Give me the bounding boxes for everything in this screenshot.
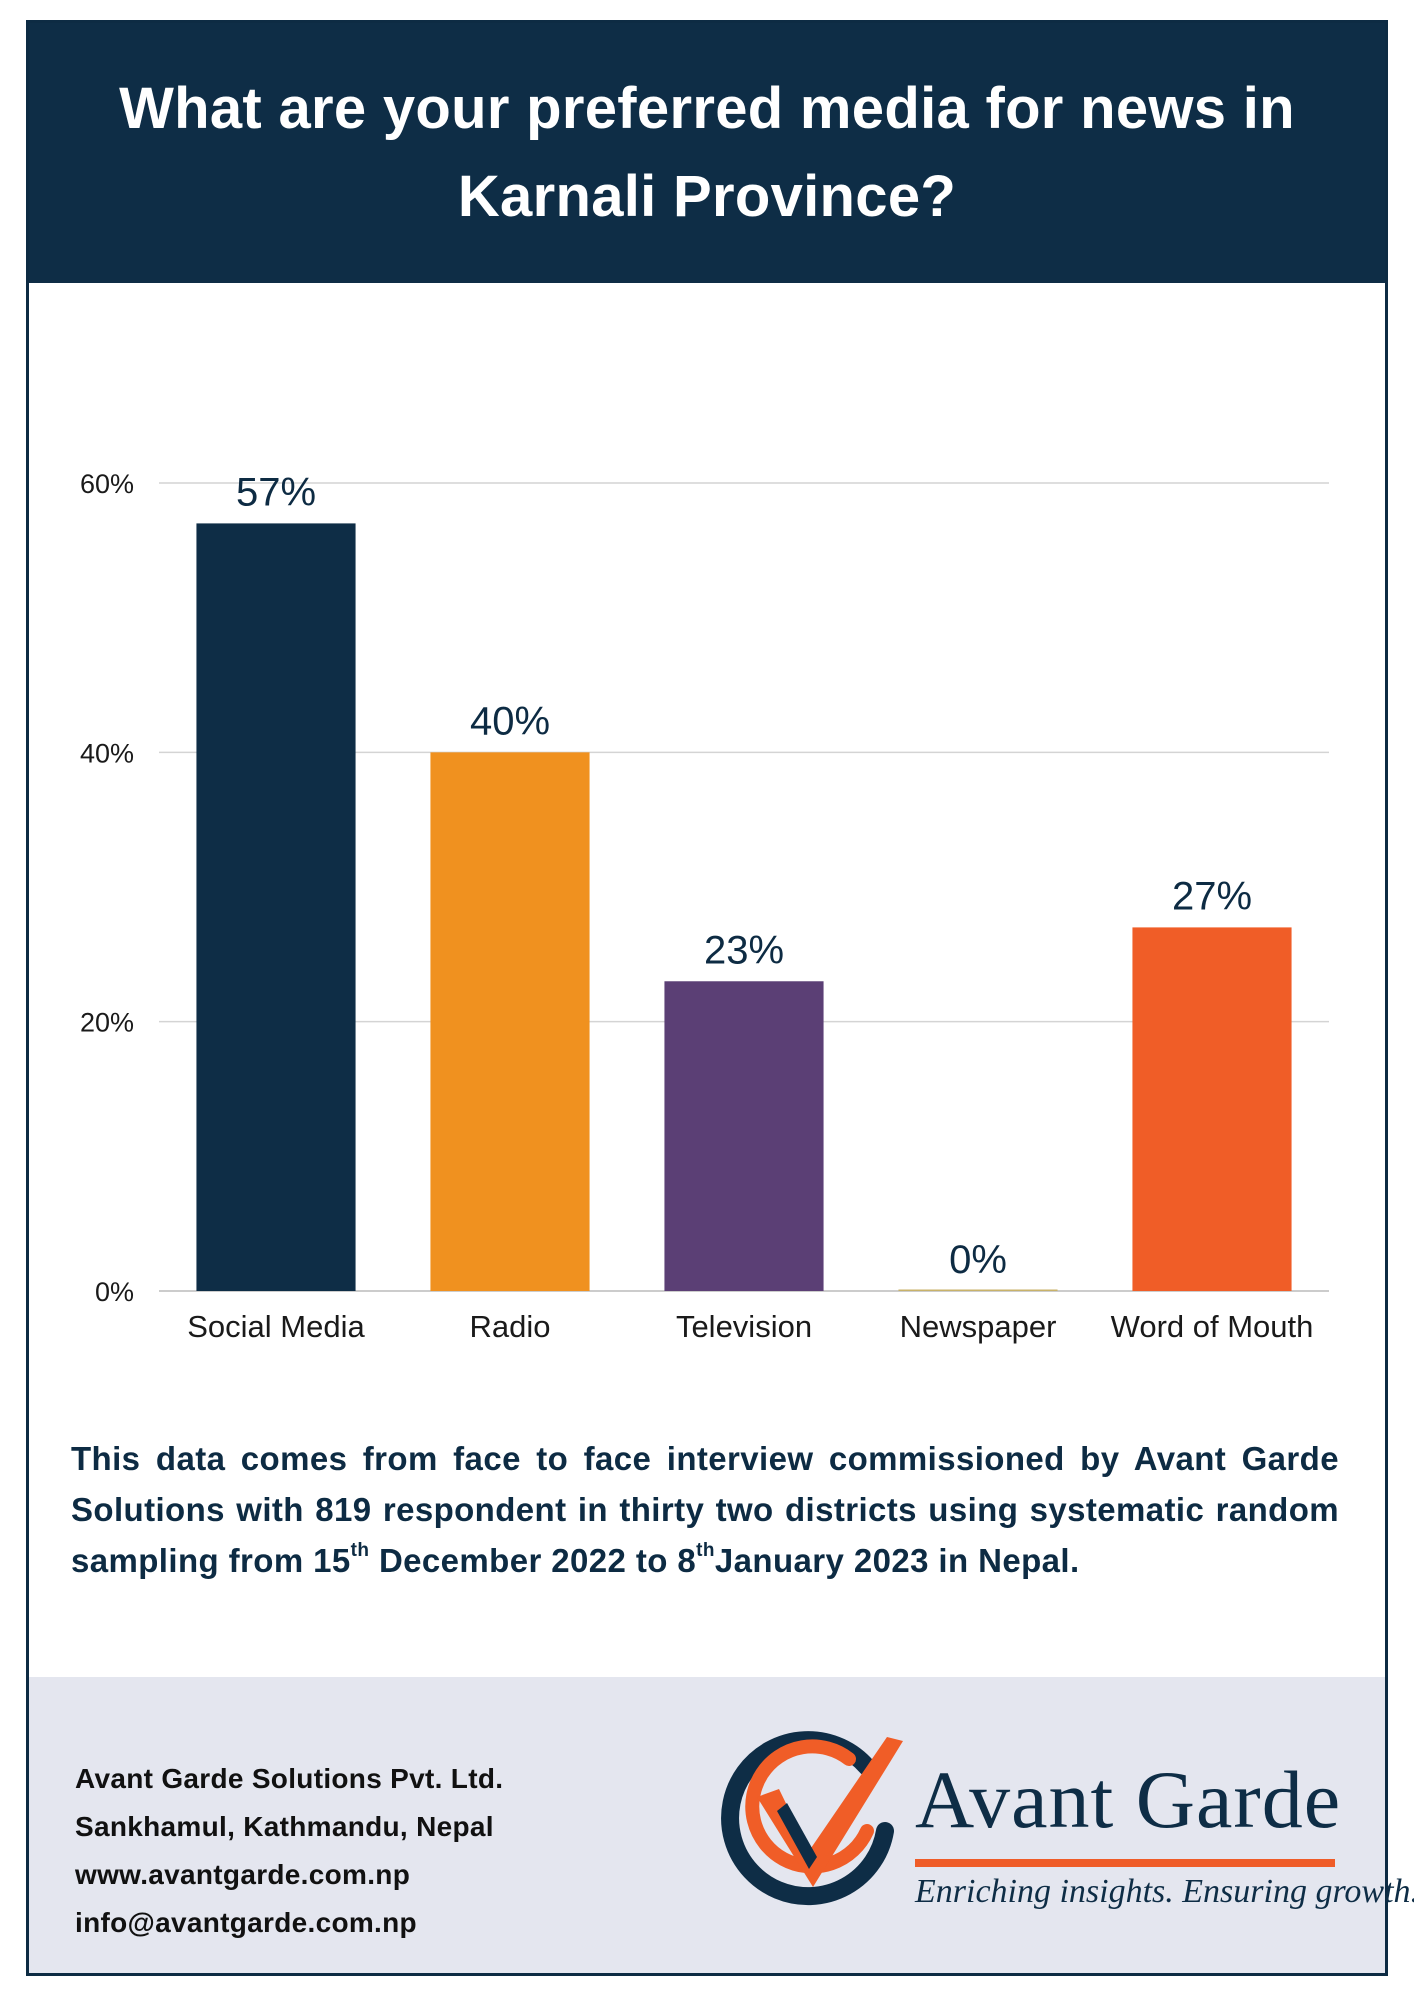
note-sup-2: th xyxy=(696,1540,715,1561)
footer: Avant Garde Solutions Pvt. Ltd. Sankhamu… xyxy=(29,1677,1414,1973)
brand-underline xyxy=(915,1859,1335,1867)
y-tick-label: 60% xyxy=(80,469,134,499)
company-name: Avant Garde Solutions Pvt. Ltd. xyxy=(75,1763,504,1794)
y-tick-label: 40% xyxy=(80,738,134,768)
bar xyxy=(196,523,356,1291)
bar xyxy=(430,752,590,1291)
company-address: Sankhamul, Kathmandu, Nepal xyxy=(75,1811,494,1842)
data-label: 27% xyxy=(1172,874,1252,918)
email-link[interactable]: info@avantgarde.com.np xyxy=(75,1907,417,1938)
x-tick-label: Word of Mouth xyxy=(1111,1309,1314,1344)
x-tick-label: Newspaper xyxy=(900,1309,1057,1344)
avant-garde-logo: Avant Garde Enriching insights. Ensuring… xyxy=(717,1697,1414,1947)
bar-chart: 0% 20% 40% 60% 57% Social Media 40% Radio 23% Tel… xyxy=(29,283,1385,1383)
note-text-1: This data comes from face to face interv… xyxy=(71,1440,1339,1579)
data-label: 0% xyxy=(949,1238,1007,1282)
note-sup-1: th xyxy=(350,1540,370,1561)
x-tick-label: Television xyxy=(676,1309,812,1344)
contact-block: Avant Garde Solutions Pvt. Ltd. Sankhamu… xyxy=(75,1755,503,1947)
bar xyxy=(664,981,824,1291)
y-tick-label: 20% xyxy=(80,1008,134,1038)
data-label: 23% xyxy=(704,928,784,972)
page-title: What are your preferred media for news i… xyxy=(119,76,1295,229)
x-tick-label: Radio xyxy=(470,1309,551,1344)
checkmark-emblem-icon xyxy=(721,1731,903,1906)
data-label: 40% xyxy=(470,699,550,743)
brand-tagline: Enriching insights. Ensuring growth. xyxy=(915,1873,1414,1910)
data-label: 57% xyxy=(236,470,316,514)
x-tick-label: Social Media xyxy=(187,1309,365,1344)
bar xyxy=(898,1289,1058,1291)
bar xyxy=(1132,927,1292,1291)
header-banner: What are your preferred media for news i… xyxy=(29,23,1385,283)
bar-chart-svg: 0% 20% 40% 60% 57% Social Media 40% Radio 23% Tel… xyxy=(80,469,1329,1344)
methodology-note: This data comes from face to face interv… xyxy=(71,1433,1339,1586)
website-link[interactable]: www.avantgarde.com.np xyxy=(75,1859,411,1890)
y-tick-label: 0% xyxy=(95,1277,134,1307)
note-text-2: December 2022 to 8 xyxy=(369,1542,697,1579)
brand-name: Avant Garde xyxy=(915,1754,1342,1845)
note-text-3: January 2023 in Nepal. xyxy=(714,1542,1080,1579)
infographic-frame: What are your preferred media for news i… xyxy=(26,20,1414,1976)
